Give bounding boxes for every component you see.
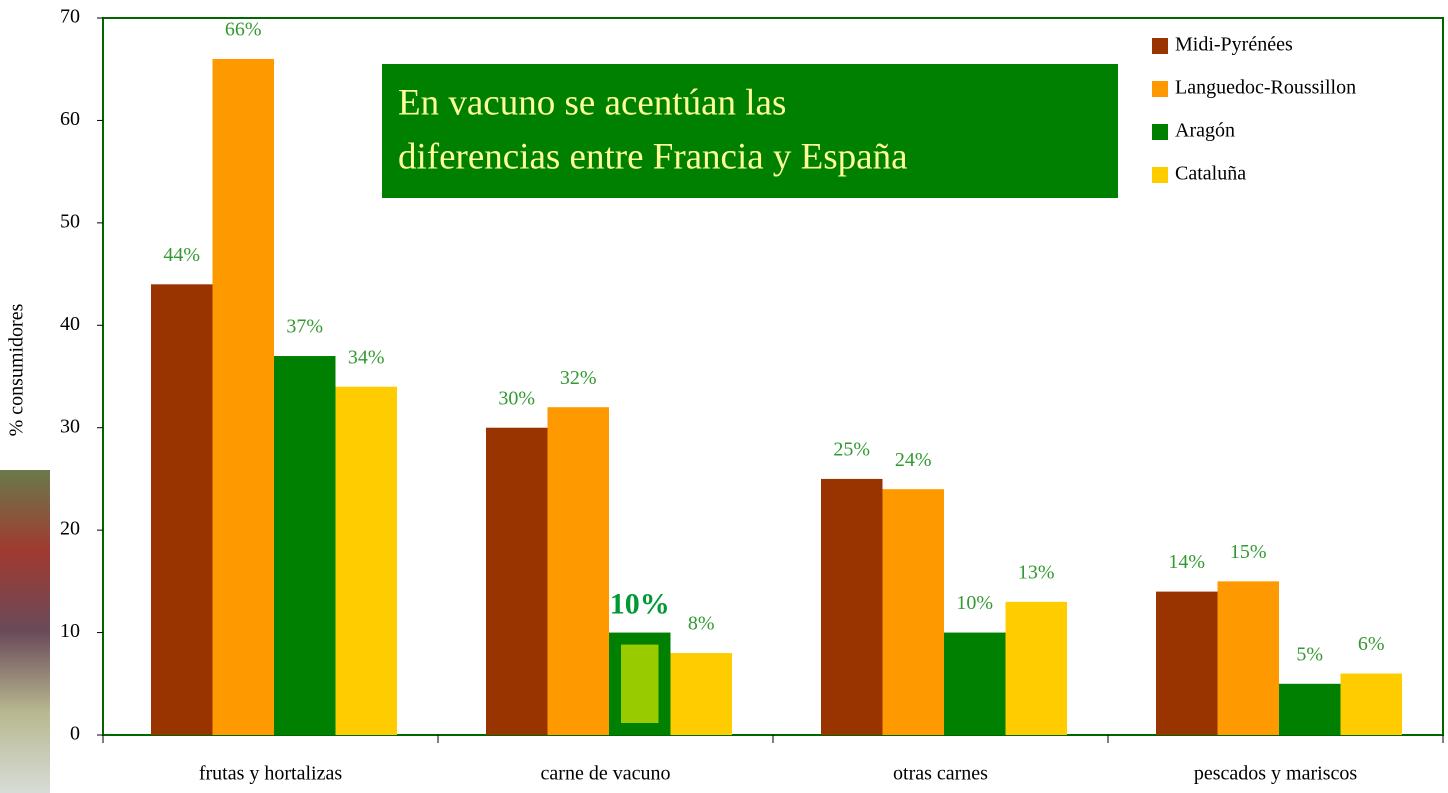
legend-label: Languedoc-Roussillon (1175, 77, 1356, 99)
x-tick-label: frutas y hortalizas (199, 763, 342, 785)
y-tick-label: 20 (60, 518, 80, 540)
y-tick-label: 60 (60, 108, 80, 130)
value-label: 66% (225, 19, 262, 41)
value-label: 10% (610, 587, 670, 620)
value-label: 15% (1230, 541, 1267, 563)
photo (0, 470, 50, 793)
bar (212, 58, 274, 735)
bar (151, 284, 213, 735)
y-tick-label: 30 (60, 415, 80, 437)
legend-label: Midi-Pyrénées (1175, 34, 1293, 56)
x-tick-label: carne de vacuno (541, 763, 671, 785)
y-tick-label: 10 (60, 620, 80, 642)
bar (1279, 683, 1341, 735)
annotation: diferencias entre Francia y España (398, 136, 908, 177)
value-label: 37% (286, 316, 323, 338)
bar (1217, 581, 1279, 735)
bar (547, 407, 609, 735)
bar (1340, 673, 1402, 735)
y-tick-label: 50 (60, 210, 80, 232)
y-tick-label: 40 (60, 313, 80, 335)
value-label: 30% (498, 387, 535, 409)
value-label: 25% (833, 439, 870, 461)
annotation-box (382, 64, 1118, 198)
bar (335, 386, 397, 735)
legend-swatch (1152, 167, 1168, 183)
x-tick-label: otras carnes (893, 763, 988, 785)
legend-swatch (1152, 38, 1168, 54)
bar (670, 653, 732, 735)
bar (882, 489, 944, 735)
value-label: 34% (348, 346, 385, 368)
legend-label: Cataluña (1175, 163, 1246, 185)
y-tick-label: 0 (70, 723, 80, 745)
value-label: 10% (956, 592, 993, 614)
bar (1156, 591, 1218, 735)
x-tick-label: pescados y mariscos (1194, 763, 1358, 785)
value-label: 14% (1168, 551, 1205, 573)
value-label: 13% (1018, 561, 1055, 583)
value-label: 32% (560, 367, 597, 389)
y-tick-label: 70 (60, 6, 80, 28)
bar (821, 478, 883, 735)
value-label: 24% (895, 449, 932, 471)
annotation: En vacuno se acentúan las (398, 82, 786, 123)
bar (486, 427, 548, 735)
bar (609, 632, 671, 735)
value-label: 5% (1296, 643, 1323, 665)
legend-swatch (1152, 81, 1168, 97)
y-axis-label: % consumidores (6, 303, 28, 436)
value-label: 8% (688, 613, 715, 635)
bar (1005, 601, 1067, 735)
bar (944, 632, 1006, 735)
legend-label: Aragón (1175, 120, 1235, 142)
value-label: 6% (1358, 633, 1385, 655)
legend-swatch (1152, 124, 1168, 140)
bar (274, 356, 336, 735)
value-label: 44% (163, 244, 200, 266)
